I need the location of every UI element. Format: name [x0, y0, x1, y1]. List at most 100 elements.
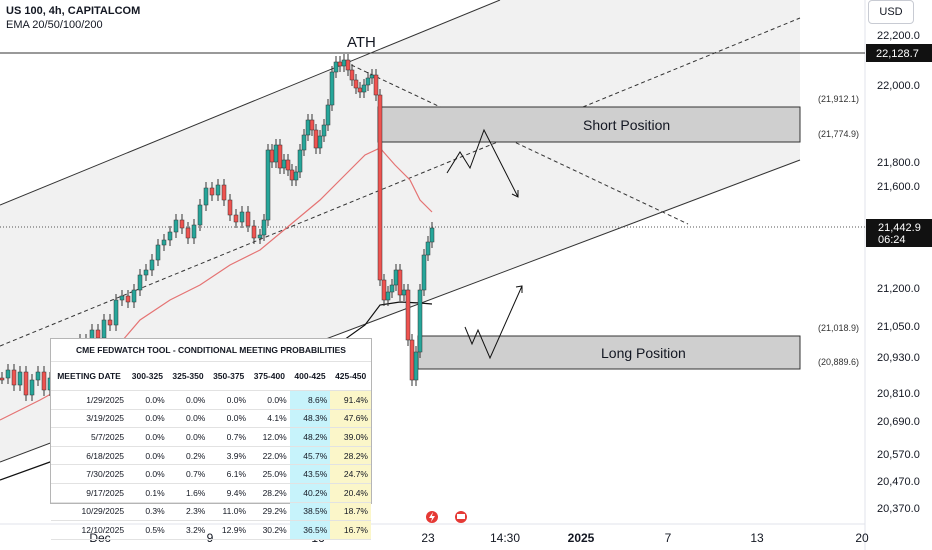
- bullish-candle: [131, 289, 137, 303]
- bullish-candle: [167, 231, 173, 241]
- bearish-candle: [227, 199, 233, 216]
- bullish-candle: [329, 71, 335, 106]
- meeting-date-cell: 6/18/2025: [51, 446, 128, 466]
- bullish-candle: [143, 269, 149, 276]
- bearish-candle: [397, 269, 403, 296]
- probability-cell: 12.0%: [249, 427, 290, 447]
- bearish-candle: [179, 219, 185, 229]
- trend-dashed-line: [344, 61, 689, 225]
- fedwatch-header-row: MEETING DATE 300-325 325-350 350-375 375-400…: [51, 361, 371, 391]
- long-scenario-path: [464, 285, 523, 360]
- probability-cell: 0.0%: [127, 446, 168, 466]
- bullish-candle: [215, 184, 221, 196]
- price-tick-label: 20,570.0: [877, 449, 920, 461]
- probability-cell: 36.5%: [289, 520, 331, 540]
- bullish-candle: [149, 259, 155, 271]
- table-row: 12/10/2025 0.5% 3.2% 12.9% 30.2% 36.5% 16.7%: [51, 520, 371, 540]
- currency-selector[interactable]: USD: [868, 0, 914, 24]
- bullish-candle: [425, 241, 431, 256]
- price-tick-label: 21,050.0: [877, 321, 920, 333]
- probability-cell: 0.0%: [167, 390, 209, 410]
- bearish-candle: [373, 74, 379, 96]
- probability-cell: 0.0%: [167, 427, 209, 447]
- probability-cell: 0.0%: [127, 464, 168, 484]
- bullish-candle: [239, 211, 245, 223]
- bearish-candle: [95, 329, 101, 339]
- bullish-candle: [321, 124, 327, 137]
- time-tick-label: 23: [421, 531, 435, 545]
- long-upper-value: (21,018.9): [818, 323, 859, 333]
- fedwatch-header-cell: 350-375: [208, 361, 250, 391]
- price-tick-label: 20,930.0: [877, 352, 920, 364]
- probability-cell: 0.3%: [127, 502, 168, 522]
- meeting-date-cell: 10/29/2025: [51, 502, 128, 522]
- bullish-candle: [261, 219, 267, 236]
- probability-cell: 91.4%: [330, 390, 371, 410]
- bullish-candle: [203, 187, 209, 206]
- candlestick-series: [0, 54, 435, 401]
- table-row: 7/30/2025 0.0% 0.7% 6.1% 25.0% 43.5% 24.7%: [51, 464, 371, 484]
- probability-cell: 0.0%: [249, 390, 290, 410]
- bearish-candle: [405, 289, 411, 341]
- bearish-candle: [345, 59, 351, 71]
- indicator-title[interactable]: EMA 20/50/100/200: [6, 19, 103, 31]
- bullish-candle: [413, 351, 419, 381]
- bullish-candle: [325, 104, 331, 126]
- fedwatch-title: CME FEDWATCH TOOL - CONDITIONAL MEETING …: [51, 339, 371, 362]
- probability-cell: 0.7%: [167, 464, 209, 484]
- bullish-candle: [173, 219, 179, 233]
- long-lower-value: (20,889.6): [818, 357, 859, 367]
- probability-cell: 16.7%: [330, 520, 371, 540]
- bullish-candle: [361, 84, 367, 93]
- bullish-candle: [257, 234, 263, 239]
- probability-cell: 0.0%: [127, 409, 168, 429]
- bullish-candle: [365, 77, 371, 86]
- current-price-badge: [866, 219, 932, 247]
- bullish-candle: [5, 369, 11, 379]
- probability-cell: 1.6%: [167, 483, 209, 503]
- bullish-candle: [369, 74, 375, 79]
- bullish-candle: [161, 239, 167, 246]
- ath-price-label: 22,128.7: [876, 48, 919, 60]
- bullish-candle: [17, 371, 23, 386]
- probability-cell: 29.2%: [249, 502, 290, 522]
- probability-cell: 47.6%: [330, 409, 371, 429]
- probability-cell: 2.3%: [167, 502, 209, 522]
- bearish-candle: [251, 225, 257, 239]
- long-position-zone[interactable]: [417, 335, 801, 370]
- bullish-candle: [385, 291, 391, 301]
- fedwatch-header-cell: MEETING DATE: [51, 361, 128, 391]
- table-row: 9/17/2025 0.1% 1.6% 9.4% 28.2% 40.2% 20.4%: [51, 483, 371, 503]
- price-tick-label: 20,810.0: [877, 388, 920, 400]
- bullish-candle: [101, 319, 107, 339]
- bearish-candle: [357, 87, 363, 93]
- fedwatch-header-cell: 425-450: [330, 361, 371, 391]
- price-axis-ticks: 22,200.0 22,000.0 21,800.0 21,600.0 21,200.0…: [877, 30, 920, 515]
- bullish-candle: [197, 204, 203, 226]
- bearish-candle: [353, 79, 359, 89]
- flash-glyph-icon: [429, 512, 435, 522]
- bullish-candle: [273, 144, 279, 163]
- price-tick-label: 22,200.0: [877, 30, 920, 42]
- fedwatch-table: CME FEDWATCH TOOL - CONDITIONAL MEETING …: [50, 338, 372, 540]
- bullish-candle: [265, 149, 271, 221]
- price-tick-label: 21,200.0: [877, 283, 920, 295]
- bearish-candle: [185, 227, 191, 239]
- probability-cell: 43.5%: [289, 464, 331, 484]
- price-tick-label: 20,370.0: [877, 503, 920, 515]
- bearish-candle: [309, 119, 315, 131]
- bearish-candle: [409, 339, 415, 381]
- bullish-candle: [393, 269, 399, 286]
- short-scenario-arrowhead: [511, 190, 519, 198]
- bearish-candle: [337, 61, 343, 67]
- probability-cell: 0.0%: [208, 390, 250, 410]
- meeting-date-cell: 12/10/2025: [51, 520, 128, 540]
- bullish-candle: [417, 289, 423, 353]
- meeting-date-cell: 5/7/2025: [51, 427, 128, 447]
- bullish-candle: [35, 371, 41, 381]
- meeting-date-cell: 7/30/2025: [51, 464, 128, 484]
- time-tick-label: 20: [855, 531, 869, 545]
- long-scenario-arrowhead: [515, 285, 523, 293]
- probability-cell: 12.9%: [208, 520, 250, 540]
- bearish-candle: [23, 371, 29, 396]
